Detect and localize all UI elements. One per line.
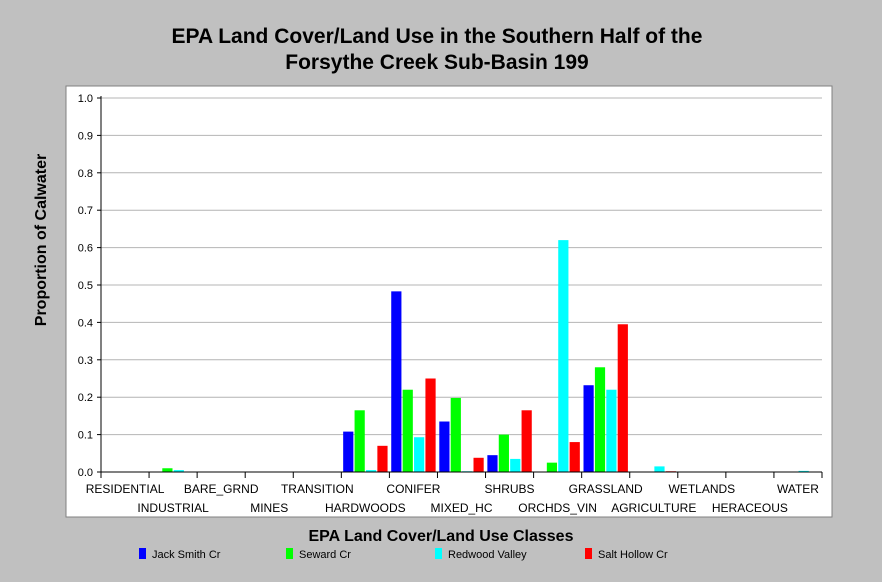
y-tick-label: 0.4 [78,317,93,329]
y-tick-label: 0.5 [78,280,93,292]
legend-label: Salt Hollow Cr [598,549,668,561]
x-tick-label: AGRICULTURE [611,501,696,515]
x-tick-label: CONIFER [386,482,440,496]
x-tick-label: SHRUBS [485,482,535,496]
legend-swatch [139,548,146,559]
x-tick-label: RESIDENTIAL [86,482,165,496]
bar-redwood-valley [173,470,184,472]
bar-jack-smith-cr [391,291,402,472]
y-tick-label: 0.1 [78,430,93,442]
x-tick-label: HERACEOUS [712,501,788,515]
legend-label: Redwood Valley [448,549,527,561]
y-tick-label: 1.0 [78,93,93,105]
bar-redwood-valley [654,466,665,472]
bar-salt-hollow-cr [425,378,436,472]
legend-swatch [435,548,442,559]
bar-redwood-valley [414,437,425,472]
bar-jack-smith-cr [343,431,354,472]
bar-salt-hollow-cr [569,442,580,472]
bar-seward-cr [546,462,558,472]
y-tick-label: 0.9 [78,130,93,142]
x-tick-label: TRANSITION [281,482,354,496]
x-axis-label: EPA Land Cover/Land Use Classes [309,528,574,545]
x-tick-label: MIXED_HC [430,501,492,515]
bar-salt-hollow-cr [617,324,628,472]
bar-jack-smith-cr [583,385,594,472]
x-tick-label: INDUSTRIAL [137,501,209,515]
bar-salt-hollow-cr [473,457,484,472]
y-tick-label: 0.2 [78,392,93,404]
x-tick-label: WATER [777,482,819,496]
x-tick-label: GRASSLAND [569,482,643,496]
bar-redwood-valley [606,389,617,472]
bar-redwood-valley [510,458,521,472]
y-tick-label: 0.6 [78,243,93,255]
x-tick-label: WETLANDS [668,482,735,496]
bar-redwood-valley [558,240,569,472]
bar-redwood-valley [365,470,377,472]
x-tick-label: HARDWOODS [325,501,406,515]
legend-swatch [286,548,293,559]
bar-redwood-valley [798,470,809,472]
chart-title-line2: Forsythe Creek Sub-Basin 199 [285,51,588,74]
bar-seward-cr [402,389,413,472]
bar-seward-cr [162,468,173,472]
chart-title-line1: EPA Land Cover/Land Use in the Southern … [172,25,703,48]
bar-seward-cr [498,434,509,472]
x-tick-label: BARE_GRND [184,482,259,496]
legend-label: Seward Cr [299,549,351,561]
bar-seward-cr [354,410,365,472]
bar-jack-smith-cr [439,421,450,472]
y-axis-label: Proportion of Calwater [33,154,50,326]
bar-salt-hollow-cr [521,410,532,472]
x-tick-label: ORCHDS_VIN [518,501,597,515]
y-tick-label: 0.7 [78,205,93,217]
y-tick-label: 0.0 [78,467,93,479]
y-tick-label: 0.3 [78,355,93,367]
bar-seward-cr [594,367,606,472]
bar-jack-smith-cr [487,455,498,472]
legend-label: Jack Smith Cr [152,549,221,561]
legend-swatch [585,548,592,559]
bar-seward-cr [450,397,461,472]
x-tick-label: MINES [250,501,288,515]
y-tick-label: 0.8 [78,168,93,180]
bar-salt-hollow-cr [377,445,388,472]
